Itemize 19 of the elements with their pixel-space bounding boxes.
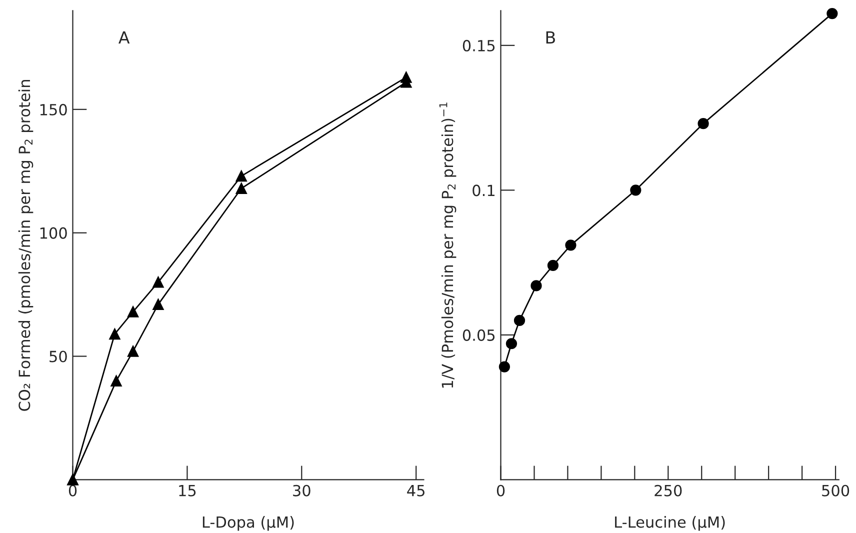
y-tick-label: 0.1 (472, 184, 494, 196)
x-tick-label: 0 (496, 484, 505, 496)
x-tick-label: 500 (822, 484, 850, 496)
x-tick-label: 250 (654, 484, 682, 496)
y-tick-label: 0.05 (462, 329, 495, 341)
x-axis-title: L-Dopa (µM) (202, 516, 294, 531)
y-tick-label: 100 (40, 227, 67, 239)
x-tick-label: 15 (179, 485, 196, 496)
x-tick-label: 45 (407, 485, 424, 496)
y-tick-label: 0.15 (462, 40, 495, 52)
x-axis-title: L-Leucine (µM) (615, 516, 725, 531)
annotation: A (118, 31, 130, 44)
annotation: B (546, 31, 555, 44)
x-tick-label: 0 (68, 484, 77, 496)
y-axis-title: CO₂ Formed (pmoles/min per mg P$_{2}$ protein (18, 80, 34, 411)
y-tick-label: 150 (40, 104, 67, 116)
y-axis-title: 1/V (Pmoles/min per mg P$_{2}$ protein)$^{−1}$ (439, 102, 456, 388)
x-tick-label: 30 (293, 484, 310, 496)
y-tick-label: 50 (50, 350, 67, 362)
